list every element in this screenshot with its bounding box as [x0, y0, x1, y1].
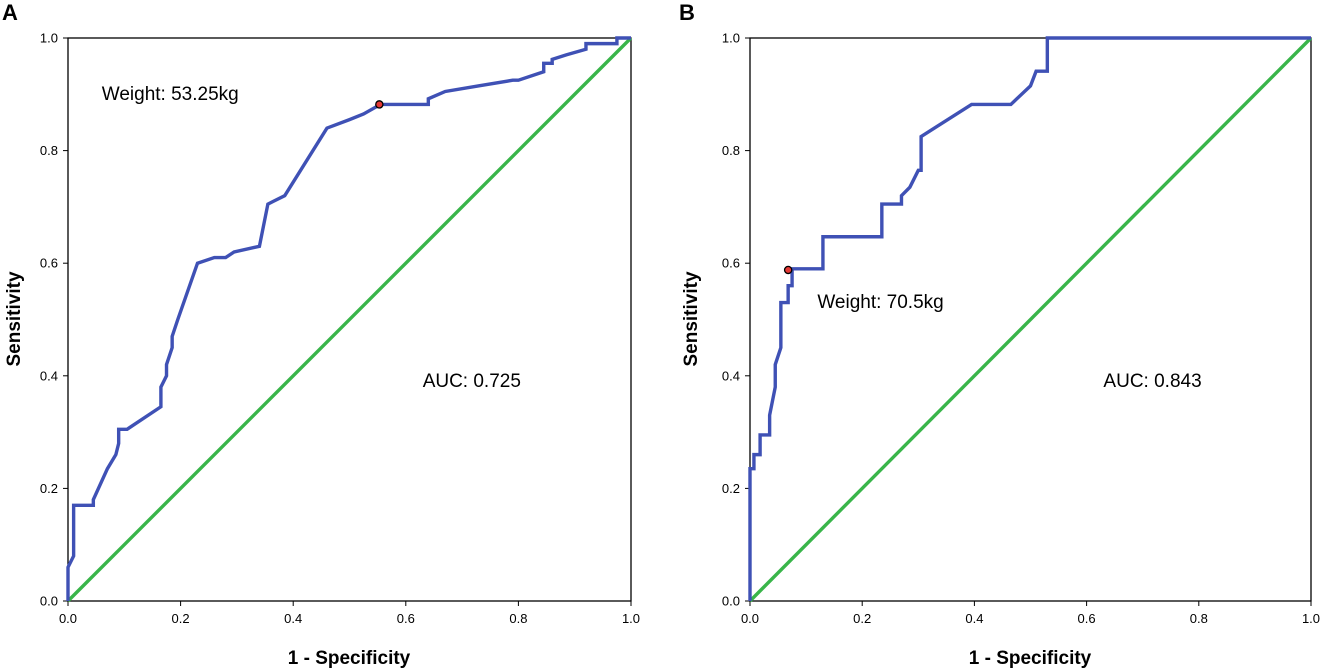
y-tick-label: 0.2 — [722, 481, 740, 496]
panel-a-roc-curve-line — [66, 36, 631, 601]
panel-b-y-axis-title: Sensitivity — [681, 271, 702, 366]
panel-a-cutoff-annotation: Weight: 53.25kg — [102, 84, 239, 105]
y-tick-label: 0.0 — [40, 594, 58, 609]
panel-a: A 1 - Specificity Sensitivity 0.0 0.2 0.4 0… — [2, 0, 640, 669]
y-tick-label: 0.2 — [40, 481, 58, 496]
panel-b-cutoff-point — [783, 265, 793, 275]
panel-a-x-axis-title: 1 - Specificity — [288, 648, 411, 669]
y-tick-label: 0.8 — [722, 143, 740, 158]
x-tick-label: 0.8 — [509, 611, 527, 626]
panel-b-auc-annotation: AUC: 0.843 — [1103, 371, 1201, 392]
panel-b-x-axis-title: 1 - Specificity — [969, 648, 1092, 669]
y-tick-label: 0.8 — [40, 143, 58, 158]
panel-b-letter: B — [679, 0, 695, 25]
panel-b: B 1 - Specificity Sensitivity 0.0 0.2 0.4 0… — [679, 0, 1320, 669]
panel-b-roc-curve-line — [748, 36, 1311, 601]
x-tick-label: 1.0 — [1302, 611, 1320, 626]
x-tick-label: 0.8 — [1190, 611, 1208, 626]
panel-a-y-axis-title: Sensitivity — [4, 271, 25, 366]
panel-b-reference-diagonal-line — [748, 36, 1313, 603]
x-tick-label: 0.4 — [284, 611, 302, 626]
y-tick-label: 0.4 — [40, 368, 58, 383]
panel-a-letter: A — [2, 0, 18, 25]
y-tick-label: 0.4 — [722, 368, 740, 383]
panel-a-auc-annotation: AUC: 0.725 — [423, 371, 521, 392]
y-tick-label: 1.0 — [722, 31, 740, 46]
y-tick-label: 0.6 — [40, 256, 58, 271]
y-tick-label: 1.0 — [40, 31, 58, 46]
panel-b-plot-frame — [749, 37, 1312, 602]
panel-b-cutoff-annotation: Weight: 70.5kg — [817, 292, 943, 313]
x-tick-label: 1.0 — [622, 611, 640, 626]
x-tick-label: 0.6 — [1078, 611, 1096, 626]
x-tick-label: 0.0 — [59, 611, 77, 626]
y-tick-label: 0.6 — [722, 256, 740, 271]
x-tick-label: 0.4 — [965, 611, 983, 626]
y-tick-label: 0.0 — [722, 594, 740, 609]
x-tick-label: 0.2 — [172, 611, 190, 626]
x-tick-label: 0.0 — [741, 611, 759, 626]
x-tick-label: 0.6 — [397, 611, 415, 626]
panel-a-plot-frame — [67, 37, 632, 602]
panel-a-cutoff-point — [375, 100, 384, 109]
panel-a-reference-diagonal-line — [66, 36, 633, 603]
x-tick-label: 0.2 — [853, 611, 871, 626]
